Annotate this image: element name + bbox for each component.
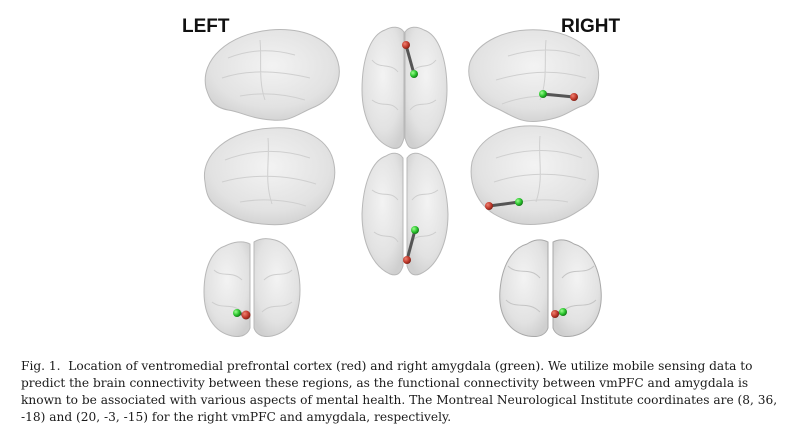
brain-right-coronal bbox=[499, 239, 602, 337]
brain-right-lateral-top bbox=[468, 29, 600, 123]
caption-text: Location of ventromedial prefrontal cort… bbox=[21, 359, 778, 424]
vmpfc-marker bbox=[551, 310, 559, 318]
brain-left-lateral-top bbox=[204, 29, 340, 121]
amygdala-marker bbox=[233, 309, 241, 317]
vmpfc-marker bbox=[485, 202, 493, 210]
figure-number: Fig. 1. bbox=[21, 359, 61, 373]
vmpfc-marker bbox=[570, 93, 578, 101]
connection-line bbox=[404, 44, 416, 75]
brain-right-medial bbox=[470, 125, 599, 225]
amygdala-marker bbox=[559, 308, 567, 316]
amygdala-marker bbox=[515, 198, 523, 206]
connection-line bbox=[488, 200, 520, 208]
vmpfc-marker bbox=[241, 310, 251, 320]
amygdala-marker bbox=[411, 226, 419, 234]
brain-left-medial bbox=[203, 127, 336, 226]
amygdala-marker bbox=[539, 90, 547, 98]
brain-axial-top bbox=[361, 26, 448, 149]
brain-figure: LEFT RIGHT bbox=[182, 16, 621, 337]
figure-caption: Fig. 1. Location of ventromedial prefron… bbox=[21, 358, 781, 426]
connection-line bbox=[405, 229, 417, 261]
brain-left-coronal bbox=[203, 238, 301, 337]
connection-line bbox=[542, 92, 575, 99]
left-label: LEFT bbox=[182, 16, 230, 37]
brain-axial-bottom bbox=[361, 152, 449, 276]
vmpfc-marker bbox=[403, 256, 411, 264]
right-label: RIGHT bbox=[561, 16, 621, 37]
amygdala-marker bbox=[410, 70, 418, 78]
vmpfc-marker bbox=[402, 41, 410, 49]
